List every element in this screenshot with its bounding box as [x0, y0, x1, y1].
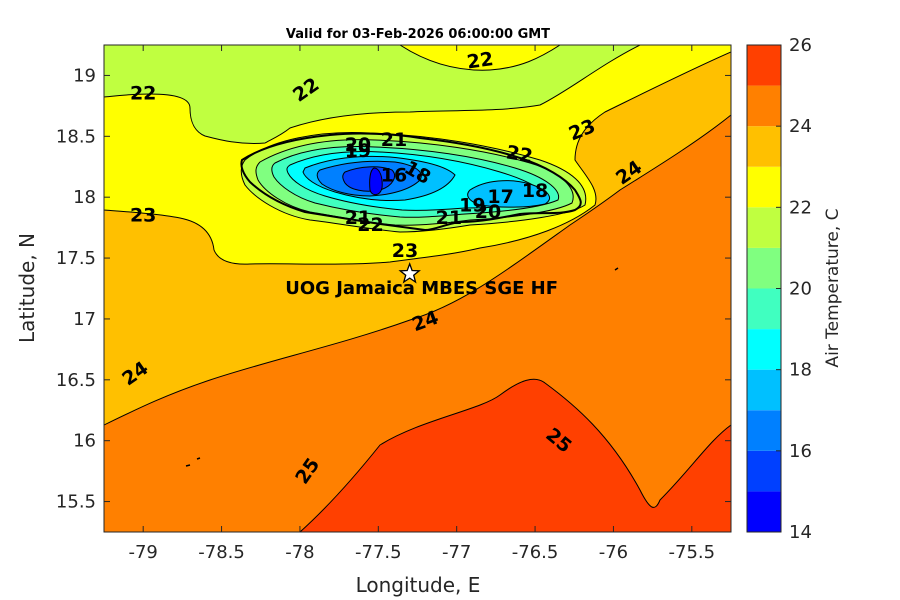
colorbar-swatch: [747, 288, 781, 330]
y-tick-label: 17.5: [56, 248, 96, 269]
contour-label: 20: [345, 134, 371, 156]
colorbar-swatch: [747, 369, 781, 411]
contour-label: 21: [381, 129, 407, 151]
contour-label: 22: [466, 48, 495, 73]
y-axis-ticks: 15.5 16 16.5 17 17.5 18 18.5 19: [56, 65, 731, 513]
colorbar-label: Air Temperature, C: [823, 208, 843, 367]
colorbar-tick-label: 20: [789, 279, 812, 300]
y-tick-label: 18.5: [56, 126, 96, 147]
band-25-26: [299, 378, 731, 532]
contour-map-area: [104, 45, 731, 532]
colorbar-swatch: [747, 207, 781, 248]
colorbar-tick-label: 22: [789, 197, 812, 218]
y-tick-label: 18: [73, 187, 96, 208]
contour-label: 18: [522, 180, 548, 202]
colorbar-swatch: [747, 126, 781, 167]
x-tick-label: -77: [442, 542, 471, 563]
colorbar-swatch: [747, 491, 781, 532]
contour-label: 22: [130, 83, 156, 105]
x-tick-label: -76: [599, 542, 628, 563]
x-tick-label: -78: [285, 542, 314, 563]
colorbar-swatch: [747, 85, 781, 127]
y-tick-label: 15.5: [56, 492, 96, 513]
x-tick-label: -77.5: [355, 542, 402, 563]
band-14-15: [369, 167, 383, 196]
contour-label: 16: [381, 164, 407, 186]
station-star-icon: [398, 262, 421, 284]
plot-frame: [103, 44, 732, 533]
contour-label: 19: [345, 140, 371, 162]
contour-label: 21: [436, 207, 462, 229]
colorbar-tick-label: 26: [789, 35, 812, 56]
colorbar-tick-label: 24: [789, 116, 812, 137]
contour-label: 22: [357, 214, 383, 236]
station-layer: UOG Jamaica MBES SGE HF: [285, 262, 558, 299]
y-axis-label: Latitude, N: [15, 233, 39, 343]
x-tick-label: -76.5: [512, 542, 559, 563]
colorbar-tick-label: 18: [789, 360, 812, 381]
x-tick-label: -78.5: [198, 542, 245, 563]
colorbar-swatch: [747, 166, 781, 208]
x-tick-label: -75.5: [669, 542, 716, 563]
y-tick-label: 19: [73, 65, 96, 86]
station-name: UOG Jamaica MBES SGE HF: [285, 278, 558, 299]
y-tick-label: 17: [73, 309, 96, 330]
colorbar-swatch: [747, 45, 781, 86]
contour-label: 23: [392, 240, 418, 262]
band-17-18-east: [467, 180, 550, 208]
x-tick-label: -79: [128, 542, 157, 563]
contour-label: 23: [130, 204, 156, 226]
y-tick-label: 16: [73, 431, 96, 452]
colorbar-tick-label: 16: [789, 441, 812, 462]
colorbar-tick-label: 14: [789, 522, 812, 543]
small-island-marks: [185, 267, 619, 467]
colorbar-swatch: [747, 329, 781, 370]
contour-label: 22: [504, 141, 534, 167]
colorbar-swatch: [747, 450, 781, 492]
band-21-22: [104, 45, 641, 144]
x-axis-ticks: -79 -78.5 -78 -77.5 -77 -76.5 -76 -75.5: [128, 45, 715, 563]
y-tick-label: 16.5: [56, 370, 96, 391]
colorbar: 14 16 18 20 22 24 26: [746, 35, 812, 543]
colorbar-swatch: [747, 247, 781, 289]
jamaica-coastline: [240, 132, 582, 232]
x-axis-label: Longitude, E: [356, 573, 481, 597]
colorbar-swatch: [747, 410, 781, 451]
contour-label: 20: [475, 201, 501, 223]
contour-label: 17: [487, 186, 513, 208]
figure-title: Valid for 03-Feb-2026 06:00:00 GMT: [286, 27, 550, 42]
contour-label: 19: [459, 195, 485, 217]
contour-label: 21: [345, 207, 371, 229]
